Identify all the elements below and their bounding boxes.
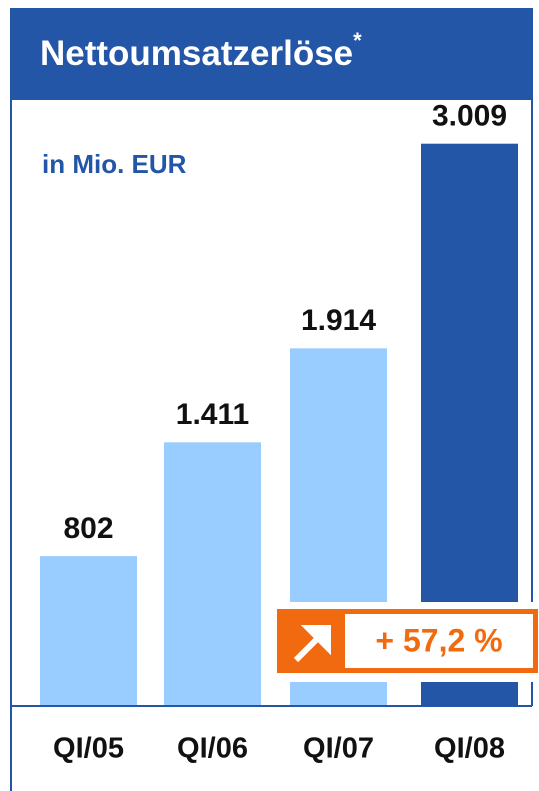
annotation-inner	[345, 614, 533, 668]
annotation-text: + 57,2 %	[375, 622, 502, 658]
bar	[164, 442, 261, 706]
x-tick-label: QI/05	[53, 733, 124, 765]
annotation-arrow	[293, 625, 331, 663]
title-suffix: *	[353, 28, 362, 53]
bar	[40, 556, 137, 706]
value-label: 3.009	[432, 100, 507, 133]
title-bar	[10, 8, 533, 100]
value-label: 1.914	[301, 304, 376, 337]
x-tick-label: QI/06	[177, 733, 248, 765]
value-label: 802	[63, 512, 113, 545]
chart-title: Nettoumsatzerlöse*	[40, 28, 362, 73]
value-label: 1.411	[176, 398, 249, 431]
subtitle: in Mio. EUR	[42, 149, 187, 179]
title-text: Nettoumsatzerlöse	[40, 34, 353, 73]
x-tick-label: QI/08	[434, 733, 505, 765]
x-tick-label: QI/07	[303, 733, 374, 765]
